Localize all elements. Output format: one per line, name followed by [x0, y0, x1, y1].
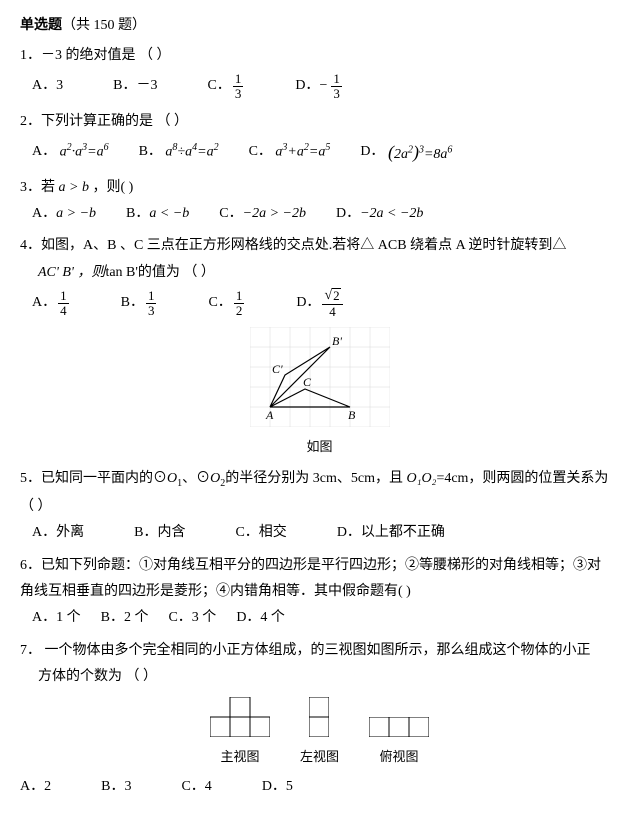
q4-triangle-acbp — [270, 347, 330, 407]
q1-text: 1．－3 的绝对值是 （ ） — [20, 45, 619, 67]
q4-label-cp: C' — [272, 362, 283, 376]
q4-label-bp: B' — [332, 334, 342, 348]
q3-option-b: B．a < −b — [126, 203, 189, 225]
q7-option-a: A．2 — [20, 776, 51, 798]
question-1: 1．－3 的绝对值是 （ ） A．3 B．－3 C．13 D．−13 — [20, 45, 619, 101]
q7-left-view: 左视图 — [300, 697, 339, 768]
q4-option-d: D．√24 — [296, 288, 344, 319]
q5-option-a: A．外离 — [32, 522, 84, 544]
q4-caption: 如图 — [20, 437, 619, 458]
q4-options: A．14 B．13 C．12 D．√24 — [32, 288, 619, 319]
q2-option-b: B． a8÷a4=a2 — [139, 138, 219, 167]
q3-options: A．a > −b B．a < −b C．−2a > −2b D．−2a < −2… — [32, 203, 619, 225]
q7-top-svg — [369, 717, 429, 737]
q4-label-c: C — [303, 375, 312, 389]
q5-options: A．外离 B．内含 C．相交 D．以上都不正确 — [32, 522, 619, 544]
q7-text-2: 方体的个数为 （ ） — [38, 666, 619, 688]
q4-text-2: AC' B' ，则tan B'的值为 （ ） — [38, 262, 619, 284]
q4-text-1: 4．如图，A、B 、C 三点在正方形网格线的交点处.若将△ ACB 绕着点 A … — [20, 235, 619, 257]
q6-options: A．1 个 B．2 个 C．3 个 D．4 个 — [32, 607, 619, 629]
q6-option-c: C．3 个 — [168, 607, 216, 629]
question-6: 6．已知下列命题：①对角线互相平分的四边形是平行四边形；②等腰梯形的对角线相等；… — [20, 555, 619, 630]
q7-front-svg — [210, 697, 270, 737]
q1-option-c: C．13 — [207, 72, 245, 102]
q3-option-a: A．a > −b — [32, 203, 96, 225]
q4-figure: A B C B' C' 如图 — [20, 327, 619, 458]
q7-top-label: 俯视图 — [369, 747, 429, 768]
question-4: 4．如图，A、B 、C 三点在正方形网格线的交点处.若将△ ACB 绕着点 A … — [20, 235, 619, 458]
q2-option-d: D． (2a2)3=8a6 — [360, 138, 452, 167]
q2-option-a: A． a2·a3=a6 — [32, 138, 109, 167]
header-bold: 单选题 — [20, 18, 62, 33]
q4-label-a: A — [265, 408, 274, 422]
header-count: （共 150 题） — [62, 18, 146, 33]
q3-text: 3．若 a > b ，则( ) — [20, 177, 619, 199]
q5-option-d: D．以上都不正确 — [337, 522, 445, 544]
question-3: 3．若 a > b ，则( ) A．a > −b B．a < −b C．−2a … — [20, 177, 619, 226]
q7-front-view: 主视图 — [210, 697, 270, 768]
section-header: 单选题（共 150 题） — [20, 15, 619, 37]
q4-option-c: C．12 — [208, 288, 246, 319]
q1-options: A．3 B．－3 C．13 D．−13 — [32, 72, 619, 102]
q5-text-1: 5．已知同一平面内的⊙O1、⊙O2的半径分别为 3cm、5cm，且 O₁O₂=4… — [20, 468, 619, 492]
q1-option-a: A．3 — [32, 72, 63, 102]
q7-top-view: 俯视图 — [369, 717, 429, 768]
q5-text-2: （ ） — [20, 496, 619, 518]
q4-grid-diagram: A B C B' C' — [250, 327, 390, 427]
question-5: 5．已知同一平面内的⊙O1、⊙O2的半径分别为 3cm、5cm，且 O₁O₂=4… — [20, 468, 619, 545]
q4-option-b: B．13 — [121, 288, 159, 319]
q6-text-1: 6．已知下列命题：①对角线互相平分的四边形是平行四边形；②等腰梯形的对角线相等；… — [20, 555, 619, 577]
question-2: 2．下列计算正确的是 （ ） A． a2·a3=a6 B． a8÷a4=a2 C… — [20, 111, 619, 166]
q2-option-c: C． a3+a2=a5 — [249, 138, 331, 167]
q5-option-b: B．内含 — [134, 522, 185, 544]
q1-option-b: B．－3 — [113, 72, 157, 102]
q7-option-b: B．3 — [101, 776, 131, 798]
q7-three-views: 主视图 左视图 俯视图 — [20, 697, 619, 768]
q6-option-d: D．4 个 — [236, 607, 285, 629]
q7-option-d: D．5 — [262, 776, 293, 798]
q6-option-b: B．2 个 — [101, 607, 149, 629]
q5-option-c: C．相交 — [235, 522, 286, 544]
q2-text: 2．下列计算正确的是 （ ） — [20, 111, 619, 133]
q7-options: A．2 B．3 C．4 D．5 — [20, 776, 619, 798]
q7-front-label: 主视图 — [210, 747, 270, 768]
q3-option-d: D．−2a < −2b — [336, 203, 423, 225]
q2-options: A． a2·a3=a6 B． a8÷a4=a2 C． a3+a2=a5 D． (… — [32, 138, 619, 167]
q4-option-a: A．14 — [32, 288, 71, 319]
q6-text-2: 角线互相垂直的四边形是菱形；④内错角相等．其中假命题有( ) — [20, 581, 619, 603]
question-7: 7． 一个物体由多个完全相同的小正方体组成，的三视图如图所示，那么组成这个物体的… — [20, 640, 619, 798]
q6-option-a: A．1 个 — [32, 607, 81, 629]
q3-option-c: C．−2a > −2b — [219, 203, 306, 225]
q1-option-d: D．−13 — [295, 72, 344, 102]
q7-left-svg — [309, 697, 329, 737]
q7-option-c: C．4 — [181, 776, 211, 798]
q7-left-label: 左视图 — [300, 747, 339, 768]
q7-text-1: 7． 一个物体由多个完全相同的小正方体组成，的三视图如图所示，那么组成这个物体的… — [20, 640, 619, 662]
q4-label-b: B — [348, 408, 356, 422]
